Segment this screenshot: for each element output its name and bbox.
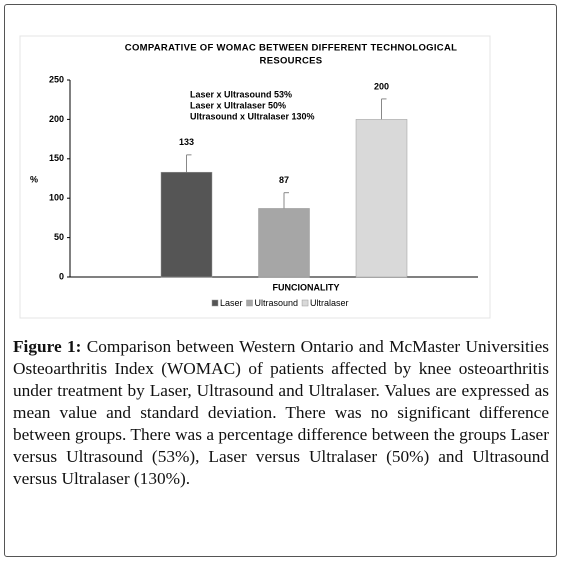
x-axis-label: FUNCIONALITY xyxy=(273,282,340,292)
y-axis-label: % xyxy=(30,174,38,184)
chart-border xyxy=(19,35,491,319)
y-tick-label: 0 xyxy=(59,271,64,281)
caption: Figure 1: Comparison between Western Ont… xyxy=(13,336,549,490)
y-tick-label: 50 xyxy=(54,232,64,242)
legend-swatch xyxy=(246,299,253,307)
legend-swatch xyxy=(211,299,219,307)
y-tick-label: 200 xyxy=(49,114,64,124)
data-label: 133 xyxy=(179,137,194,147)
y-tick-label: 100 xyxy=(49,193,64,203)
bar xyxy=(355,119,408,278)
y-tick-label: 150 xyxy=(49,153,64,163)
legend-label: Laser xyxy=(220,298,243,308)
annotation: Ultrasound x Ultralaser 130% xyxy=(190,111,315,121)
figure-frame xyxy=(4,4,557,557)
legend-swatch xyxy=(301,299,309,307)
y-tick-label: 250 xyxy=(49,74,64,84)
legend-label: Ultralaser xyxy=(310,298,349,308)
bar xyxy=(160,171,213,278)
annotation: Laser x Ultrasound 53% xyxy=(190,89,292,99)
legend-label: Ultrasound xyxy=(255,298,299,308)
chart-title: COMPARATIVE OF WOMAC BETWEEN DIFFERENT T… xyxy=(125,43,457,54)
data-label: 200 xyxy=(374,81,389,91)
caption-label: Figure 1: xyxy=(13,337,82,356)
chart-title: RESOURCES xyxy=(260,56,323,67)
caption-text: Comparison between Western Ontario and M… xyxy=(13,337,549,488)
annotation: Laser x Ultralaser 50% xyxy=(190,100,286,110)
data-label: 87 xyxy=(279,175,289,185)
chart: COMPARATIVE OF WOMAC BETWEEN DIFFERENT T… xyxy=(19,35,491,319)
bar xyxy=(258,208,310,278)
